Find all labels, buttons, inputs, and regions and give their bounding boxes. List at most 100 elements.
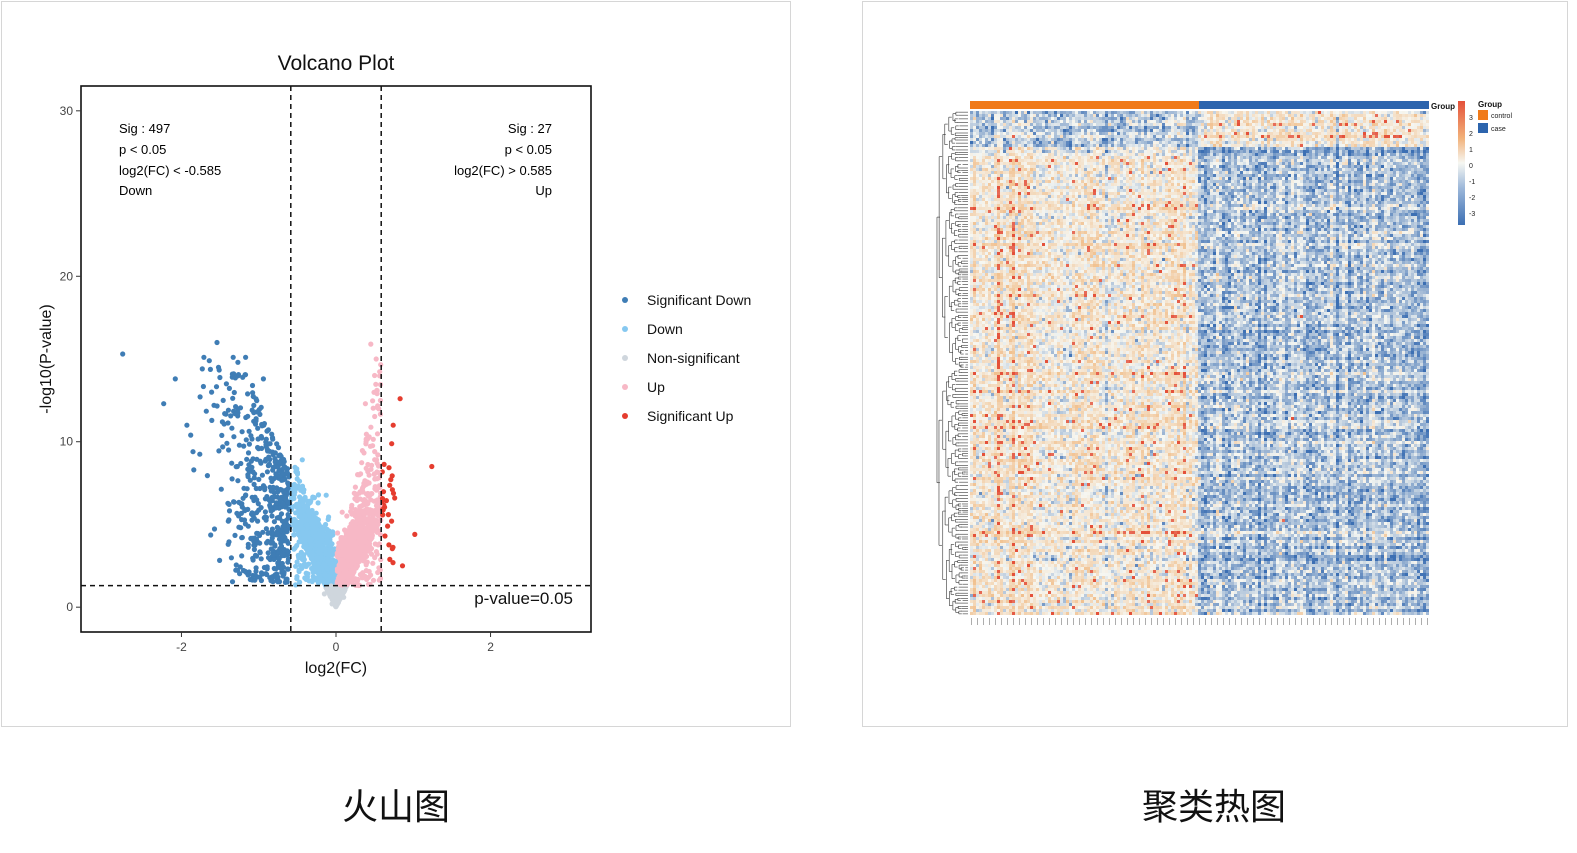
significant-down-point — [235, 410, 241, 416]
heatmap-cell — [997, 117, 1000, 120]
heatmap-cell — [1159, 123, 1162, 126]
up-point — [356, 472, 362, 478]
up-point — [367, 443, 373, 449]
heatmap-cell — [1396, 114, 1399, 117]
heatmap-cell — [1303, 114, 1306, 117]
heatmap-cell — [1375, 117, 1378, 120]
heatmap-cell — [1231, 114, 1234, 117]
significant-down-point — [204, 473, 210, 479]
significant-down-point — [220, 397, 226, 403]
heatmap-cell — [1294, 117, 1297, 120]
heatmap-cell — [1270, 120, 1273, 123]
down-point — [309, 578, 315, 585]
significant-up-point — [390, 560, 396, 566]
significant-down-point — [242, 568, 248, 574]
heatmap-cell — [1426, 117, 1429, 120]
significant-down-point — [271, 556, 277, 563]
down-point — [293, 484, 300, 491]
up-point — [359, 508, 365, 514]
heatmap-cell — [1372, 111, 1375, 114]
significant-down-point — [276, 555, 282, 562]
heatmap-cell — [1192, 117, 1195, 120]
heatmap-cell — [1381, 111, 1384, 114]
down-point — [293, 510, 299, 516]
up-point — [361, 544, 367, 550]
up-point — [369, 532, 375, 538]
significant-down-point — [254, 530, 260, 536]
heatmap-cell — [1225, 111, 1228, 114]
heatmap-cell — [1093, 111, 1096, 114]
heatmap-cell — [1354, 117, 1357, 120]
significant-down-point — [273, 566, 279, 572]
significant-down-point — [284, 469, 290, 476]
heatmap-cell — [1105, 120, 1108, 123]
heatmap-cell — [1201, 114, 1204, 117]
annotation-line: Up — [535, 183, 552, 198]
down-point — [311, 519, 317, 525]
heatmap-cell — [1087, 117, 1090, 120]
up-point — [368, 424, 374, 430]
heatmap-cell — [1099, 120, 1102, 123]
heatmap-cell — [1252, 114, 1255, 117]
heatmap-cell — [1219, 111, 1222, 114]
heatmap-cell — [1255, 117, 1258, 120]
heatmap-cell — [970, 111, 973, 114]
significant-down-point — [245, 450, 252, 456]
heatmap-cell — [1198, 120, 1201, 123]
significant-up-point — [389, 441, 395, 447]
heatmap-cell — [1327, 117, 1330, 120]
heatmap-cell — [1231, 117, 1234, 120]
heatmap-cell — [1192, 120, 1195, 123]
heatmap-cell — [1009, 123, 1012, 126]
up-point — [349, 505, 355, 511]
down-point — [307, 546, 313, 552]
heatmap-cell — [1006, 120, 1009, 123]
heatmap-cell — [1039, 114, 1042, 117]
up-point — [345, 546, 352, 553]
heatmap-cell — [1063, 117, 1066, 120]
heatmap-cell — [1228, 120, 1231, 123]
up-point — [345, 539, 351, 545]
up-point — [335, 580, 341, 586]
heatmap-cell — [1078, 123, 1081, 126]
up-point — [370, 398, 376, 404]
significant-down-point — [230, 354, 236, 360]
down-point — [299, 556, 305, 563]
down-point — [311, 495, 317, 501]
heatmap-cell — [1018, 114, 1021, 117]
heatmap-cell — [1240, 120, 1243, 123]
heatmap-cell — [1096, 111, 1099, 114]
significant-down-point — [276, 453, 282, 459]
heatmap-cell — [1084, 111, 1087, 114]
heatmap-cell — [1111, 120, 1114, 123]
heatmap-cell — [1063, 120, 1066, 123]
significant-down-point — [250, 513, 256, 519]
significant-down-point — [214, 403, 220, 409]
significant-down-point — [228, 413, 234, 419]
heatmap-cell — [1249, 111, 1252, 114]
heatmap-cell — [1363, 111, 1366, 114]
heatmap-cell — [1006, 123, 1009, 126]
heatmap-cell — [1273, 120, 1276, 123]
heatmap-cell — [997, 123, 1000, 126]
heatmap-cell — [1324, 114, 1327, 117]
control-annotation — [970, 101, 1199, 109]
up-point — [374, 431, 381, 437]
significant-down-point — [231, 434, 237, 440]
chart-title: Volcano Plot — [278, 52, 395, 75]
down-point — [310, 573, 316, 580]
significant-down-point — [233, 464, 239, 470]
y-tick-label: 0 — [66, 600, 73, 614]
heatmap-cell — [1150, 117, 1153, 120]
heatmap-cell — [1042, 117, 1045, 120]
heatmap-cell — [1330, 117, 1333, 120]
heatmap-cell — [1222, 117, 1225, 120]
heatmap-cell — [1189, 114, 1192, 117]
heatmap-cell — [1084, 117, 1087, 120]
annotation-line: p < 0.05 — [505, 142, 552, 157]
down-point — [312, 527, 318, 533]
heatmap-cell — [1090, 114, 1093, 117]
heatmap-cell — [1213, 120, 1216, 123]
heatmap-cell — [1159, 114, 1162, 117]
heatmap-cell — [1243, 120, 1246, 123]
